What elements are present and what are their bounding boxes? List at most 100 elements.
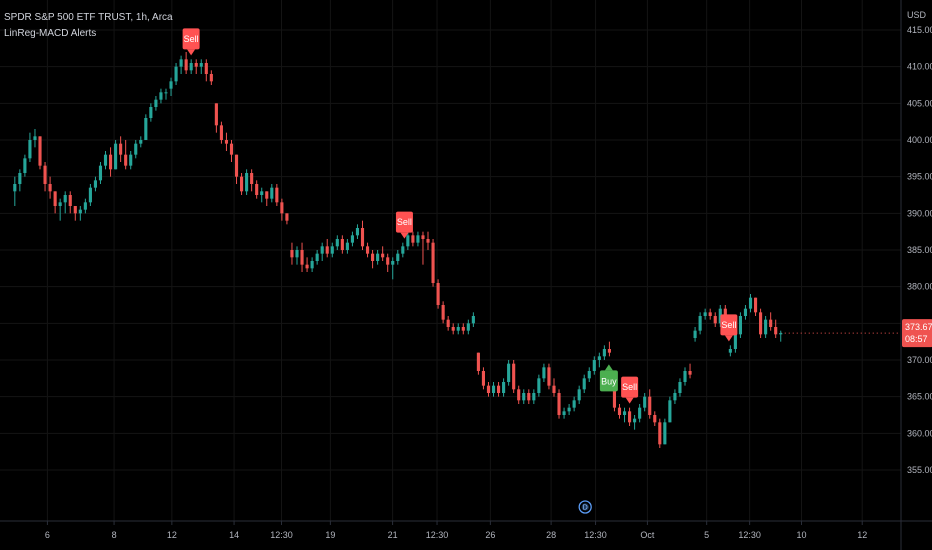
y-tick-label: 400.00: [907, 135, 932, 145]
candle-body: [486, 385, 491, 393]
candle-body: [179, 59, 183, 67]
candle-body: [28, 140, 32, 159]
candle-body: [496, 385, 501, 393]
candle-body: [416, 235, 420, 243]
candle-body: [63, 195, 67, 203]
sell-signal: Sell: [621, 376, 639, 404]
sell-signal-label: Sell: [622, 382, 637, 392]
sell-signal-arrow: [625, 397, 634, 404]
sell-signal-label: Sell: [184, 34, 199, 44]
candle-body: [38, 136, 42, 166]
candle-body: [638, 407, 642, 419]
candle-body: [476, 352, 480, 371]
candle-body: [119, 143, 123, 155]
y-tick-label: 370.00: [907, 355, 932, 365]
candle-body: [285, 213, 289, 221]
candle-body: [718, 308, 722, 324]
candle-body: [275, 187, 279, 203]
sell-signal-arrow: [724, 335, 733, 342]
dividend-marker[interactable]: D: [578, 500, 592, 514]
candle-body: [108, 154, 113, 170]
candle-body: [723, 308, 727, 320]
candle-body: [255, 184, 259, 195]
candle-body: [270, 187, 274, 199]
candle-body: [436, 283, 440, 305]
candle-body: [250, 173, 254, 184]
candle-body: [240, 176, 244, 192]
candle-body: [658, 422, 662, 445]
candle-body: [159, 92, 163, 100]
candle-body: [209, 74, 213, 82]
candle-body: [154, 99, 158, 107]
candle-body: [769, 319, 773, 327]
candle-body: [683, 371, 687, 382]
candle-body: [653, 415, 657, 423]
x-tick-label: 12:30: [738, 530, 761, 540]
x-tick-label: 19: [325, 530, 335, 540]
candle-body: [194, 63, 198, 67]
candle-body: [522, 393, 526, 401]
candle-body: [774, 327, 778, 335]
candle-body: [129, 154, 133, 166]
x-tick-label: 26: [485, 530, 495, 540]
candle-body: [315, 253, 319, 261]
buy-signal-box: [599, 370, 618, 392]
signal-markers: Sell Sell Buy Sell Sell: [182, 28, 738, 404]
candle-body: [83, 202, 87, 210]
y-tick-label: 380.00: [907, 282, 932, 292]
candle-body: [48, 184, 52, 192]
candle-body: [325, 246, 329, 254]
candle-body: [265, 191, 269, 199]
time-axis[interactable]: 6 8 12 14 12:30 19 21 12:30 26 28 12:30 Oct 5 12:30 10…: [0, 520, 932, 540]
indicator-title[interactable]: LinReg-MACD Alerts: [4, 28, 97, 39]
x-tick-label: 21: [388, 530, 398, 540]
x-tick-label: 12: [857, 530, 867, 540]
candle-body: [748, 297, 753, 309]
candle-body: [174, 66, 178, 82]
dividend-marker-label: D: [583, 505, 588, 512]
candle-body: [456, 327, 460, 331]
candle-body: [779, 333, 783, 335]
price-axis[interactable]: USD 355.00360.00365.00370.00375.00380.00…: [900, 0, 932, 550]
candle-body: [552, 385, 556, 393]
candle-body: [693, 330, 697, 338]
last-price-badge-bg: [902, 319, 932, 348]
candle-body: [234, 154, 239, 177]
candle-body: [355, 228, 360, 236]
candle-body: [204, 63, 208, 74]
last-price-value: 373.67: [905, 322, 932, 332]
dividend-marker-core: [581, 503, 589, 511]
candle-body: [466, 323, 470, 331]
candle-body: [320, 246, 324, 254]
candle-body: [23, 158, 27, 173]
bar-countdown: 08:57: [905, 334, 928, 344]
candle-body: [607, 349, 611, 353]
x-tick-label: 14: [229, 530, 239, 540]
candle-body: [305, 264, 309, 269]
symbol-title[interactable]: SPDR S&P 500 ETF TRUST, 1h, Arca: [4, 12, 173, 23]
candle-body: [617, 407, 622, 415]
y-tick-label: 405.00: [907, 98, 932, 108]
candle-body: [13, 184, 17, 192]
candle-body: [547, 367, 551, 386]
buy-signal: Buy: [599, 364, 618, 392]
x-tick-label: 12:30: [270, 530, 293, 540]
chart-legend: SPDR S&P 500 ETF TRUST, 1h, Arca LinReg-…: [4, 10, 173, 42]
candle-body: [532, 393, 536, 401]
sell-signal: Sell: [182, 28, 200, 56]
candles: [13, 52, 783, 448]
sell-signal-arrow: [400, 232, 409, 239]
candle-body: [53, 191, 57, 206]
candle-body: [502, 382, 506, 393]
candle-body: [572, 400, 576, 408]
candle-body: [386, 257, 390, 265]
candle-body: [280, 202, 284, 214]
candle-body: [527, 393, 531, 401]
candle-body: [557, 393, 561, 415]
candle-body: [360, 228, 365, 247]
candle-body: [134, 143, 138, 155]
candle-body: [184, 59, 188, 71]
candle-body: [33, 136, 37, 140]
x-tick-label: 28: [546, 530, 556, 540]
